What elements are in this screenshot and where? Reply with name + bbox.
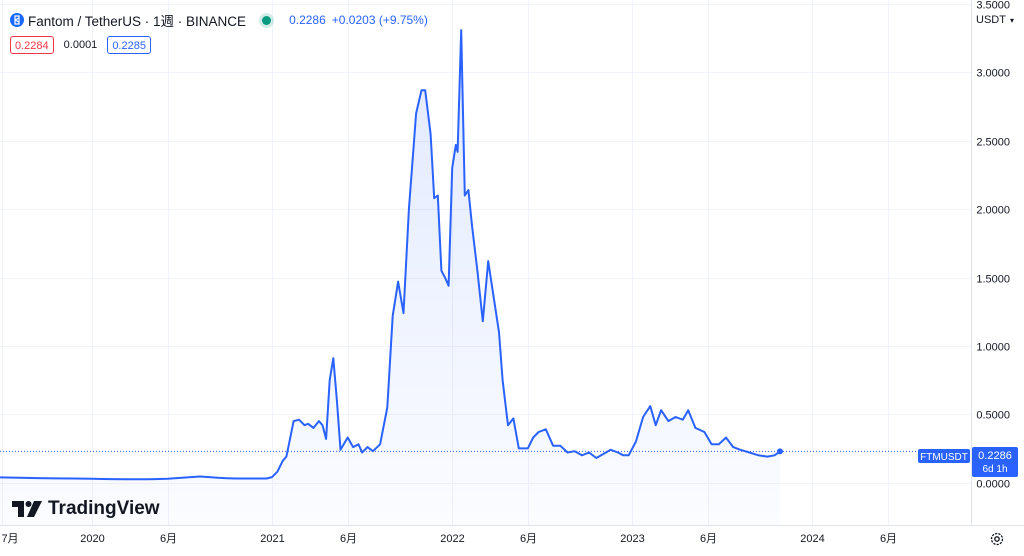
price-axis-background [972,0,1024,526]
price-tag-price: 0.2286 [978,450,1012,462]
symbol-title[interactable]: Fantom / TetherUS · 1週 · BINANCE [28,14,247,29]
sell-button[interactable]: 0.2284 [10,36,54,54]
settings-gear-button[interactable] [989,531,1005,547]
x-tick-label: 2024 [800,533,824,545]
x-tick-label: 6月 [700,533,717,545]
currency-selector[interactable]: USDT ▾ [973,10,1017,30]
y-tick-label: 1.5000 [976,274,1010,286]
x-tick-label: 6月 [340,533,357,545]
trade-row: 0.2284 0.0001 0.2285 [10,35,151,55]
last-price-point [777,448,783,455]
brand-name: TradingView [48,498,160,519]
chevron-down-icon: ▾ [1009,15,1014,25]
currency-label: USDT [976,14,1006,26]
price-tag-countdown: 6d 1h [982,464,1007,475]
area-fill [0,30,780,525]
market-status-dot [262,15,272,25]
gear-icon [990,532,1004,546]
x-tick-label: 2021 [260,533,284,545]
price-line [0,29,781,481]
y-tick-label: 3.0000 [976,68,1010,80]
y-tick-label: 1.0000 [976,342,1010,354]
buy-button[interactable]: 0.2285 [107,36,151,54]
tradingview-mark-icon [12,501,42,517]
spread-value: 0.0001 [63,39,98,51]
time-axis-background [0,526,1024,551]
y-tick-label: 2.0000 [976,205,1010,217]
x-tick-label: 6月 [880,533,897,545]
y-tick-label: 3.5000 [976,0,1010,12]
chart-legend: Fantom / TetherUS · 1週 · BINANCE 0.2286 … [10,10,428,30]
x-tick-label: 2022 [440,533,464,545]
x-tick-label: 6月 [520,533,537,545]
price-tag-symbol: FTMUSDT [920,452,968,463]
y-tick-label: 2.5000 [976,137,1010,149]
y-tick-label: 0.0000 [976,479,1010,491]
fantom-logo-icon [10,13,24,27]
price-change: +0.0203 (+9.75%) [331,13,428,27]
price-tag: FTMUSDT 0.2286 6d 1h [918,447,1018,477]
last-price: 0.2286 [289,13,326,27]
x-tick-label: 2023 [620,533,644,545]
x-tick-label: 2020 [80,533,104,545]
price-axis[interactable]: 0.0000 0.5000 1.0000 1.5000 2.0000 2.5000 3.00… [976,0,1010,491]
y-tick-label: 0.5000 [976,410,1010,422]
time-axis[interactable]: 7月 2020 6月 2021 6月 2022 6月 2023 6月 2024 6月 [1,533,897,545]
x-tick-label: 6月 [160,533,177,545]
x-tick-label: 7月 [1,533,18,545]
price-tag-symbol-box [918,449,970,463]
tradingview-logo[interactable]: TradingView [12,497,160,521]
price-tag-value-box [972,447,1018,477]
